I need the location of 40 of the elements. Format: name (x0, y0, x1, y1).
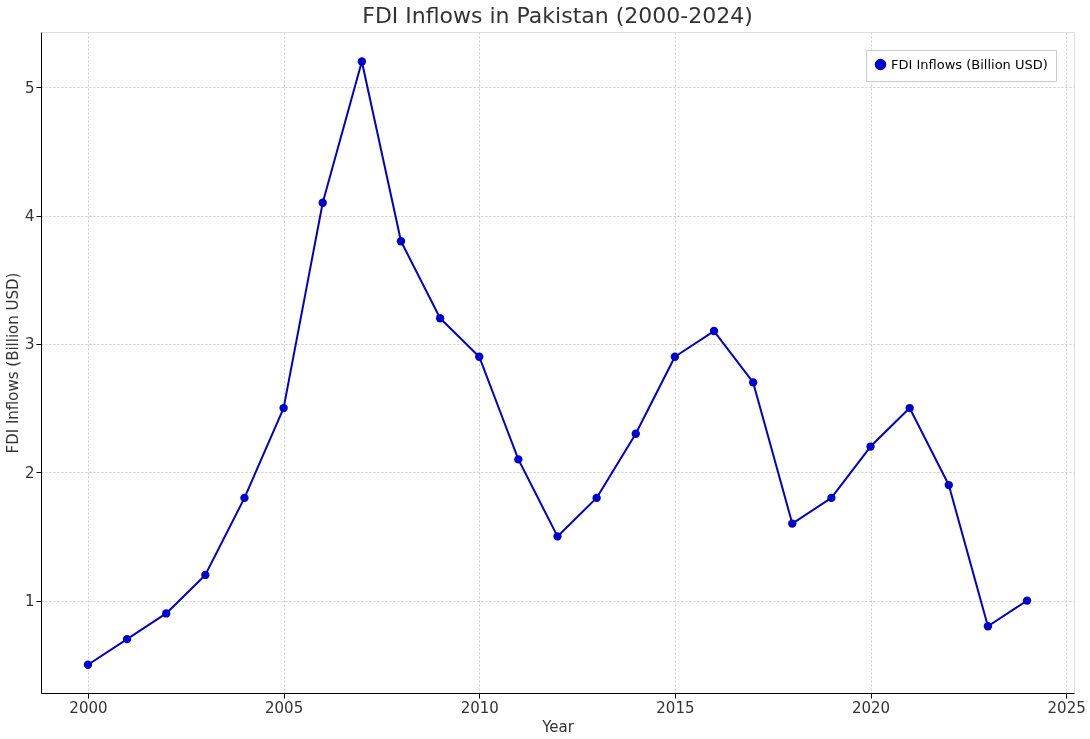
point (514, 455, 523, 464)
point (748, 378, 758, 387)
point (631, 429, 640, 438)
point (475, 352, 484, 361)
x-axis-title: Year (541, 717, 575, 736)
point (592, 493, 601, 503)
point (944, 480, 953, 490)
y-axis-title: FDI Inflows (Billion USD) (3, 272, 22, 454)
point (788, 519, 797, 528)
x-tick-label: 2020 (851, 698, 891, 717)
point (279, 403, 288, 413)
point (670, 352, 680, 361)
point (122, 634, 132, 644)
point (162, 609, 171, 618)
y-tick-label: 1 (24, 592, 35, 611)
point (435, 314, 445, 323)
point (827, 493, 836, 503)
y-tick-label: 3 (24, 335, 35, 354)
point (983, 622, 993, 631)
y-tick-label: 2 (24, 463, 35, 482)
x-tick-label: 2025 (1047, 698, 1086, 717)
x-tick-label: 2000 (69, 698, 108, 717)
y-tick-label: 4 (24, 207, 35, 226)
point (83, 660, 93, 669)
x-tick-label: 2010 (460, 698, 499, 717)
point (318, 198, 327, 207)
y-tick-label: 5 (24, 78, 35, 97)
point (201, 570, 210, 580)
point (357, 57, 367, 66)
legend-label: FDI Inflows (Billion USD) (891, 56, 1048, 72)
point (709, 326, 719, 336)
point (1022, 596, 1032, 605)
point (396, 237, 406, 246)
point (240, 493, 249, 503)
point (866, 442, 875, 451)
chart-title: FDI Inflows in Pakistan (2000-2024) (362, 3, 753, 28)
x-tick-label: 2015 (656, 698, 695, 717)
point (905, 403, 914, 413)
x-tick-label: 2005 (265, 698, 304, 717)
point (553, 532, 562, 541)
